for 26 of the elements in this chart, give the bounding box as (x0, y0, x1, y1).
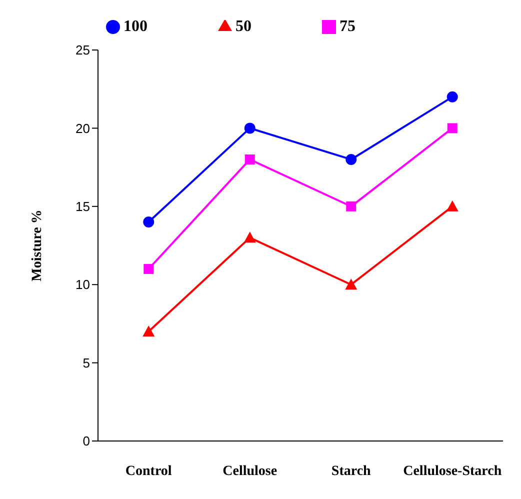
legend-label: 75 (340, 18, 356, 35)
point (346, 201, 356, 212)
y-tick-label: 10 (76, 277, 90, 292)
point (244, 154, 255, 164)
y-axis-title: Moisture % (30, 210, 45, 282)
point (244, 232, 256, 243)
x-tick-label: Cellulose-Starch (403, 464, 502, 479)
point (446, 91, 458, 102)
point (244, 122, 256, 134)
point (345, 278, 358, 290)
point (144, 264, 154, 274)
legend-label: 50 (236, 18, 252, 35)
y-tick-label: 15 (76, 199, 90, 214)
y-tick-label: 0 (82, 434, 90, 449)
x-tick-label: Cellulose (222, 464, 278, 479)
x-tick-label: Control (125, 464, 172, 479)
legend-label: 100 (124, 18, 148, 35)
point (142, 326, 155, 337)
x-tick-label: Starch (331, 464, 372, 479)
y-tick-label: 25 (76, 42, 90, 58)
y-tick-label: 5 (82, 355, 90, 370)
point (446, 200, 458, 212)
point (143, 216, 154, 228)
point (447, 123, 458, 134)
point (346, 154, 357, 165)
y-tick-label: 20 (76, 120, 90, 136)
